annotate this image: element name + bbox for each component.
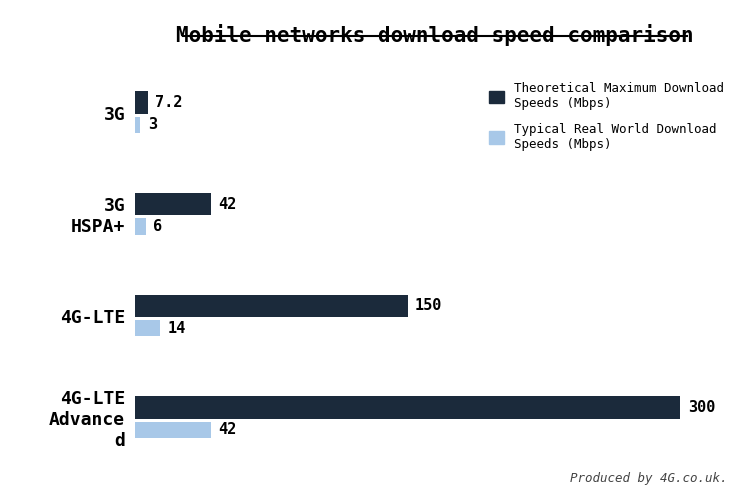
- Bar: [135, 117, 140, 133]
- Text: 7.2: 7.2: [155, 95, 183, 110]
- Text: 14: 14: [168, 321, 186, 336]
- Bar: [135, 320, 160, 336]
- Text: Produced by 4G.co.uk.: Produced by 4G.co.uk.: [570, 472, 728, 485]
- Bar: [135, 396, 680, 419]
- Bar: [135, 193, 212, 216]
- Bar: [135, 219, 146, 235]
- Text: 42: 42: [219, 422, 237, 438]
- Legend: Theoretical Maximum Download
Speeds (Mbps), Typical Real World Download
Speeds (: Theoretical Maximum Download Speeds (Mbp…: [484, 77, 729, 156]
- Text: 42: 42: [219, 196, 237, 212]
- Text: 3: 3: [148, 118, 157, 132]
- Bar: [135, 294, 408, 317]
- Bar: [135, 91, 148, 114]
- Text: 300: 300: [688, 400, 715, 415]
- Text: 6: 6: [153, 219, 162, 234]
- Bar: [135, 422, 212, 438]
- Title: Mobile networks download speed comparison: Mobile networks download speed compariso…: [176, 24, 694, 46]
- Text: 150: 150: [415, 298, 442, 314]
